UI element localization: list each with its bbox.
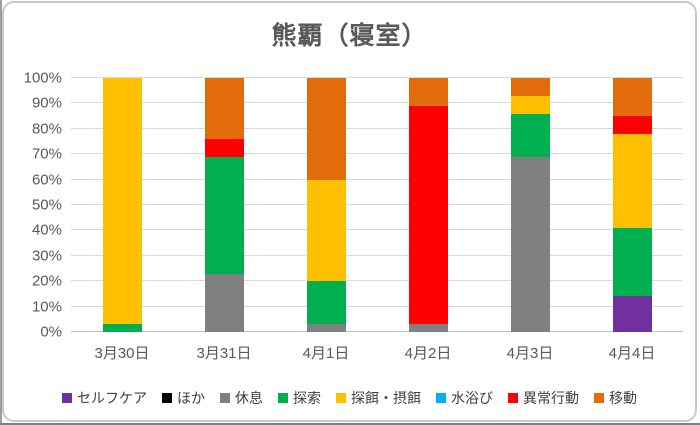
legend-swatch	[594, 393, 604, 403]
y-axis-labels: 0% 10% 20% 30% 40% 50% 60% 70% 80% 90% 100%	[4, 71, 62, 340]
bars-row	[71, 78, 683, 332]
legend: セルフケア ほか 休息 探索 探餌・摂餌 水浴び 異常行動 移動	[4, 388, 695, 408]
bar-segment	[102, 324, 142, 332]
legend-item: 探索	[278, 388, 321, 408]
x-tick-label: 4月3日	[506, 345, 554, 362]
bar-slot	[173, 78, 275, 332]
gridline	[71, 280, 683, 282]
legend-item: 移動	[594, 388, 637, 408]
bar	[510, 78, 550, 332]
bar-segment	[612, 78, 652, 117]
screen-left-edge	[0, 0, 2, 425]
x-tick-label: 4月4日	[608, 345, 656, 362]
bar-segment	[306, 324, 346, 332]
bar-slot	[275, 78, 377, 332]
legend-swatch	[220, 393, 230, 403]
legend-label: 休息	[235, 390, 263, 406]
gridline	[71, 331, 683, 332]
gridline	[71, 153, 683, 155]
legend-label: 水浴び	[451, 390, 493, 406]
x-tick-label: 3月31日	[196, 345, 252, 362]
screen-bottom-edge	[0, 423, 700, 425]
bar-segment	[612, 133, 652, 228]
legend-swatch	[278, 393, 288, 403]
bar-segment	[510, 95, 550, 114]
gridline	[71, 178, 683, 180]
legend-label: 異常行動	[523, 390, 579, 406]
bar-segment	[408, 105, 448, 325]
legend-swatch	[162, 393, 172, 403]
y-tick-label: 30%	[31, 247, 62, 265]
bar-segment	[510, 113, 550, 157]
legend-label: セルフケア	[77, 390, 147, 406]
bar-slot	[581, 78, 683, 332]
legend-swatch	[436, 393, 446, 403]
y-tick-label: 80%	[31, 120, 62, 138]
gridline	[71, 77, 683, 78]
y-tick-label: 70%	[31, 145, 62, 163]
legend-swatch	[508, 393, 518, 403]
bar-segment	[306, 179, 346, 282]
legend-label: 移動	[609, 390, 637, 406]
y-tick-label: 50%	[31, 196, 62, 214]
gridline	[71, 254, 683, 256]
bar-segment	[612, 296, 652, 332]
legend-label: 探索	[293, 390, 321, 406]
y-tick-label: 100%	[23, 69, 62, 87]
bar-segment	[204, 273, 244, 332]
legend-swatch	[62, 393, 72, 403]
bar-segment	[306, 78, 346, 180]
x-tick-label: 4月1日	[302, 345, 350, 362]
legend-item: セルフケア	[62, 388, 147, 408]
bar-segment	[510, 78, 550, 96]
legend-item: ほか	[162, 388, 205, 408]
y-tick-label: 40%	[31, 221, 62, 239]
bar-segment	[204, 78, 244, 139]
gridline	[71, 102, 683, 104]
bar-segment	[204, 156, 244, 274]
bar-slot	[377, 78, 479, 332]
legend-label: ほか	[177, 390, 205, 406]
y-tick-label: 20%	[31, 272, 62, 290]
bar-segment	[408, 78, 448, 106]
legend-item: 水浴び	[436, 388, 493, 408]
bar-segment	[510, 156, 550, 332]
bar-slot	[479, 78, 581, 332]
gridline	[71, 305, 683, 307]
gridline	[71, 127, 683, 129]
gridline	[71, 204, 683, 205]
legend-swatch	[336, 393, 346, 403]
chart-title: 熊覇（寝室）	[271, 22, 428, 50]
legend-item: 探餌・摂餌	[336, 388, 421, 408]
bar-slot	[71, 78, 173, 332]
y-tick-label: 0%	[40, 323, 62, 341]
bar-segment	[204, 139, 244, 157]
legend-label: 探餌・摂餌	[351, 390, 421, 406]
x-axis-labels: 3月30日 3月31日 4月1日 4月2日 4月3日 4月4日	[71, 342, 683, 363]
y-tick-label: 10%	[31, 298, 62, 316]
bar-segment	[612, 116, 652, 134]
legend-item: 異常行動	[508, 388, 579, 408]
gridline	[71, 229, 683, 231]
x-tick-label: 4月2日	[404, 345, 452, 362]
bar	[306, 78, 346, 332]
bar-segment	[306, 281, 346, 325]
bar	[204, 78, 244, 332]
y-tick-label: 60%	[31, 171, 62, 189]
legend-item: 休息	[220, 388, 263, 408]
x-tick-label: 3月30日	[94, 345, 150, 362]
bar	[612, 78, 652, 332]
bar-segment	[408, 324, 448, 332]
bar	[102, 78, 142, 332]
bar-segment	[102, 78, 142, 325]
y-tick-label: 90%	[31, 94, 62, 112]
bar	[408, 78, 448, 332]
plot-area	[71, 77, 683, 332]
bar-segment	[612, 227, 652, 297]
